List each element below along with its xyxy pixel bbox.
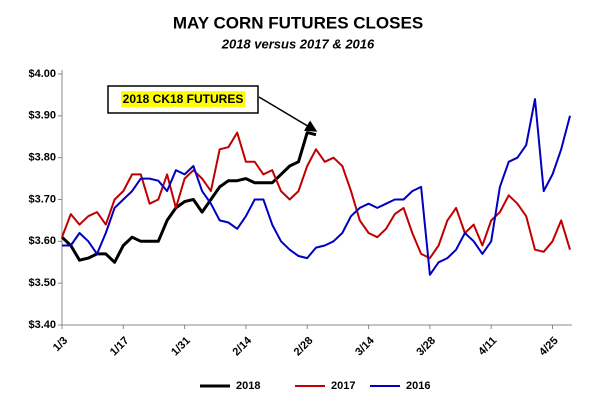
x-tick-label: 2/14 [230,334,254,358]
y-tick-label: $3.50 [28,277,56,289]
x-tick-label: 1/17 [108,335,132,359]
x-tick-label: 3/28 [414,335,438,359]
annotation: 2018 CK18 FUTURES [123,92,244,106]
legend-label: 2018 [236,380,260,392]
x-tick-label: 1/31 [169,335,193,359]
y-tick-label: $3.60 [28,235,56,247]
legend-label: 2017 [331,380,355,392]
series-line [61,131,571,260]
y-tick-label: $3.90 [28,110,56,122]
x-tick-label: 3/14 [353,334,377,358]
x-tick-label: 1/3 [51,335,70,354]
series-line [60,131,317,264]
y-tick-label: $3.40 [28,319,56,331]
chart-subtitle: 2018 versus 2017 & 2016 [221,36,375,51]
annotation-highlight [121,91,245,107]
annotation-arrow [258,96,318,132]
y-tick-label: $3.70 [28,193,56,205]
y-tick-label: $4.00 [28,68,56,80]
chart-title: MAY CORN FUTURES CLOSES [173,13,423,32]
x-tick-label: 4/11 [476,335,499,358]
x-tick-label: 2/28 [292,335,316,359]
y-tick-label: $3.80 [28,152,56,164]
series-line [62,98,571,276]
legend-label: 2016 [406,380,430,392]
x-tick-label: 4/25 [537,335,561,359]
